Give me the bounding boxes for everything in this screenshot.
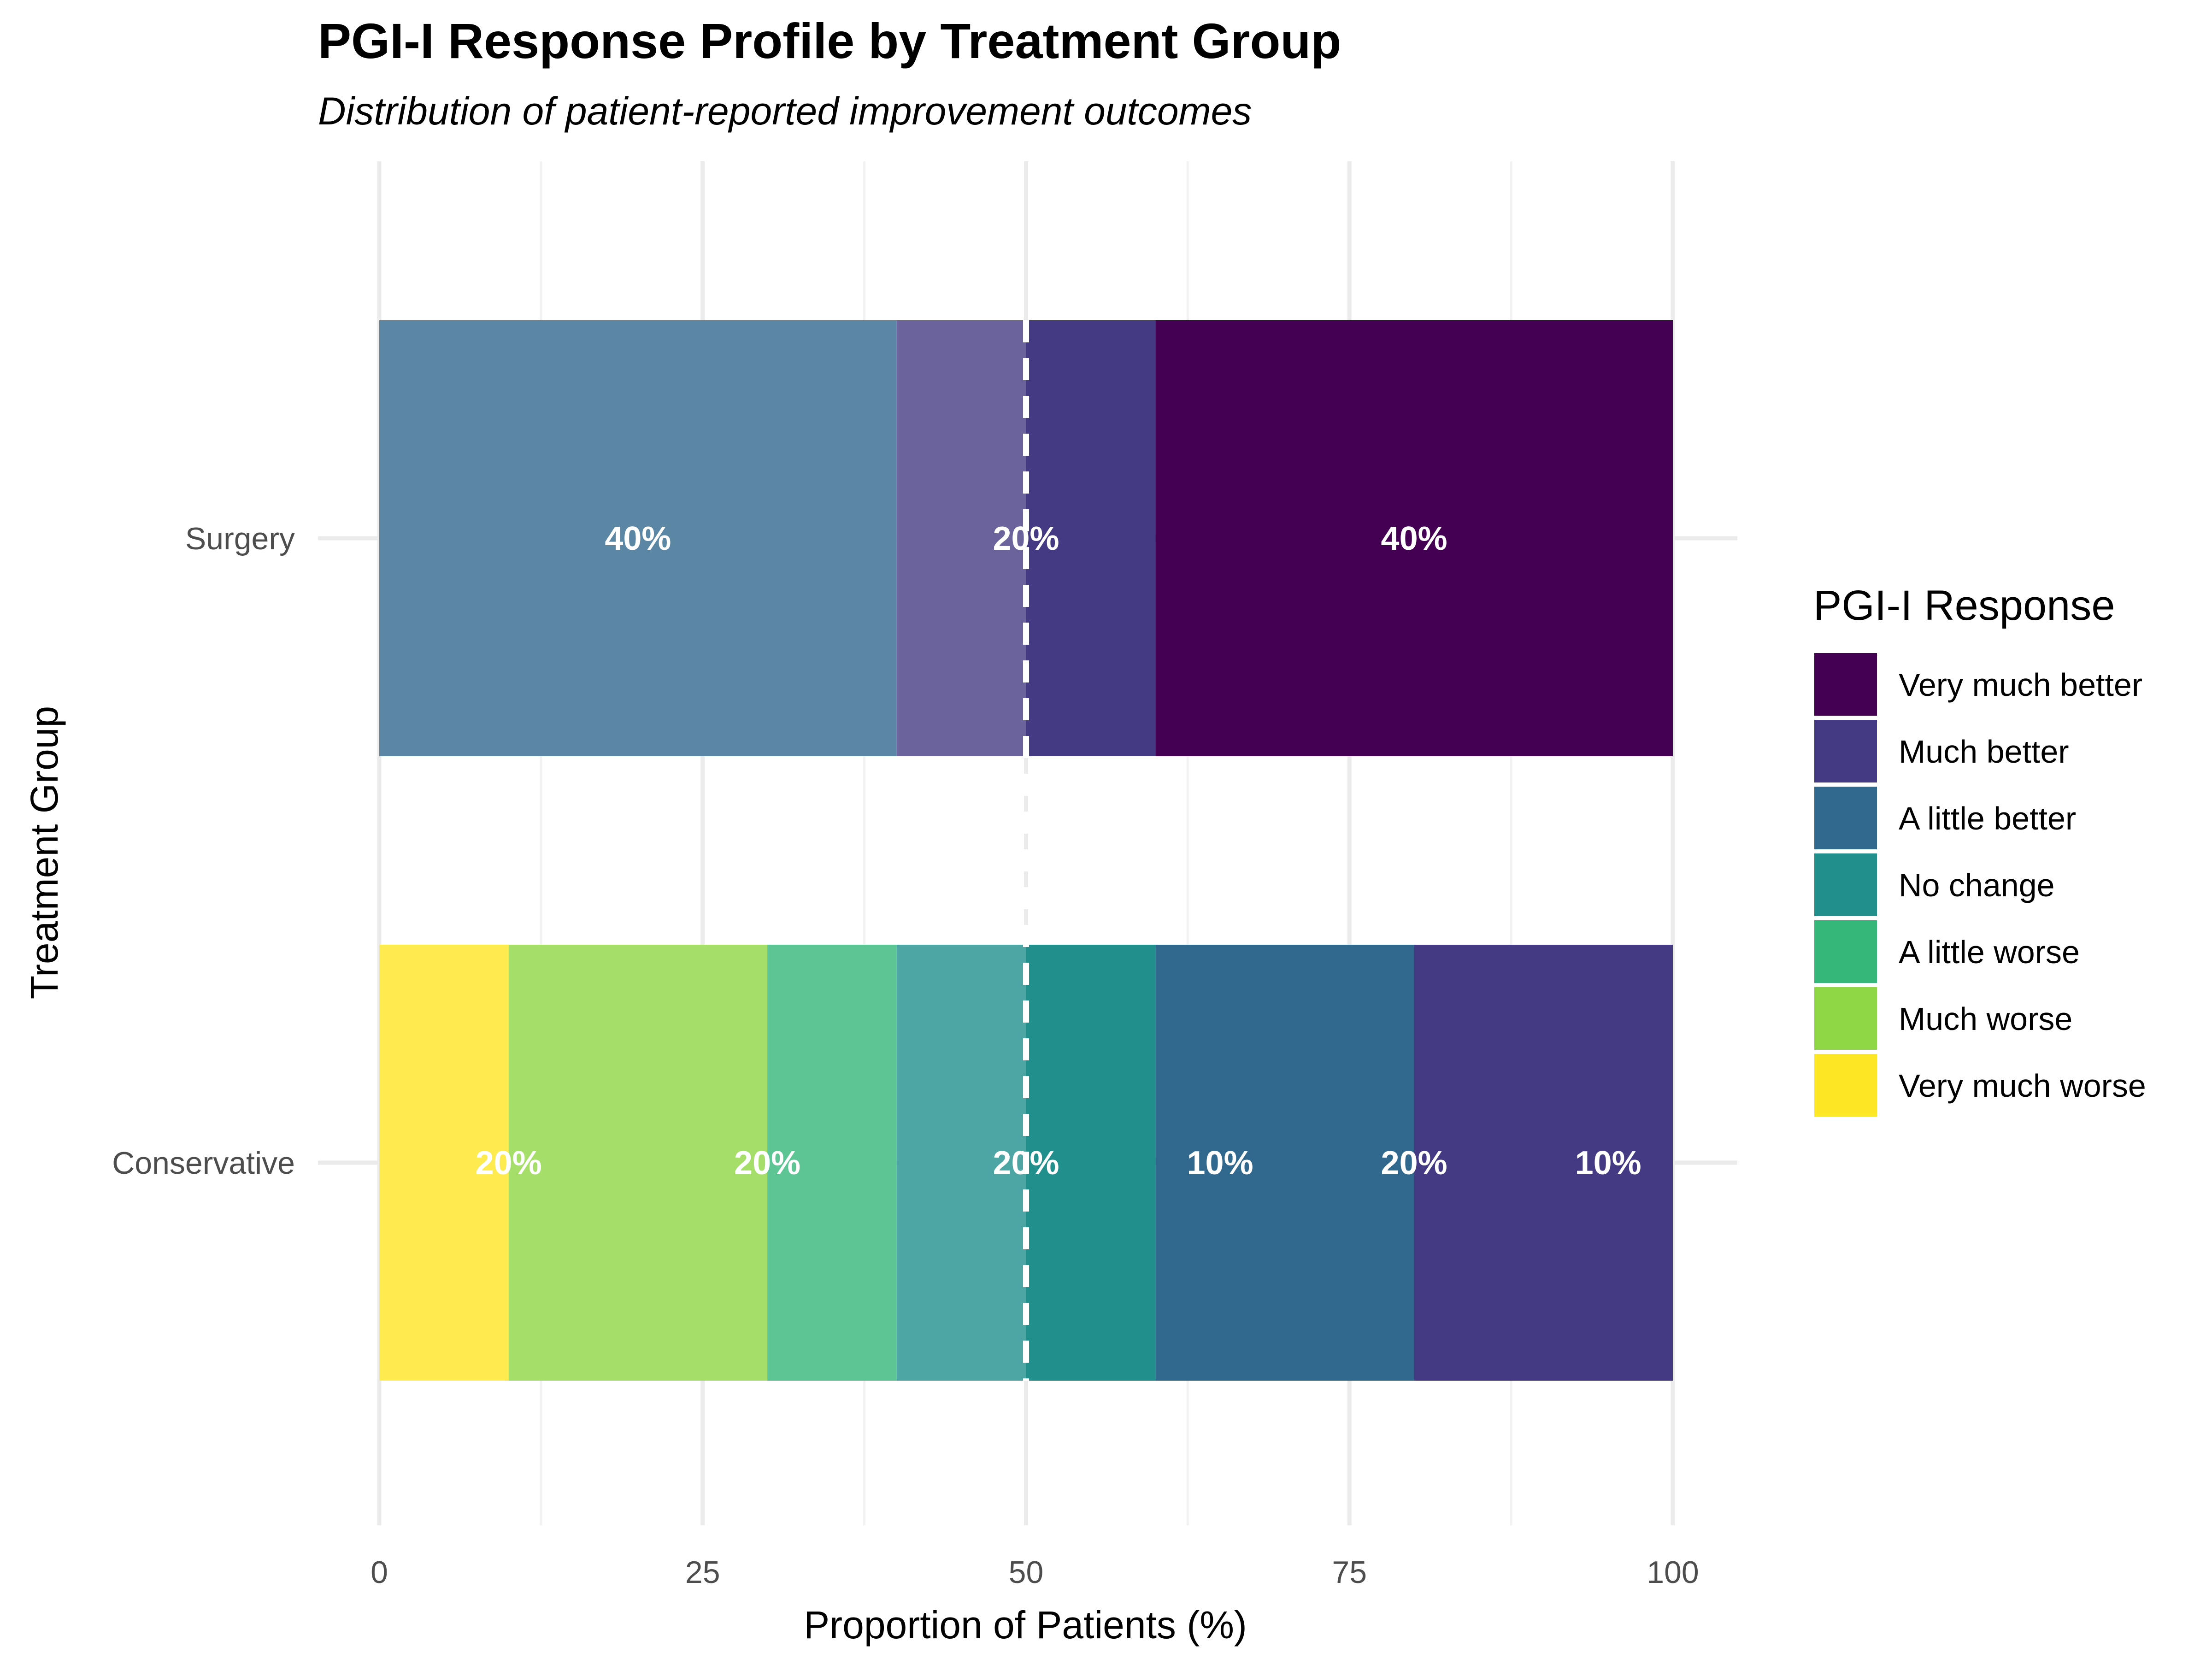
bar-label: 20% xyxy=(993,1145,1059,1182)
y-tick-label: Conservative xyxy=(112,1146,295,1181)
x-tick-label: 0 xyxy=(371,1555,388,1590)
bar-segment xyxy=(1155,320,1673,756)
bar-labels: 40% 20% 40% 20% 20% 20% 10% 20% 10% xyxy=(476,520,1641,1182)
legend-swatch xyxy=(1812,718,1879,784)
legend-swatch xyxy=(1812,852,1879,918)
y-tick-label: Surgery xyxy=(185,521,295,556)
y-axis-title: Treatment Group xyxy=(23,706,66,999)
legend: PGI-I Response Very much better Much bett… xyxy=(1812,582,2146,1118)
x-tick-label: 50 xyxy=(1009,1555,1044,1590)
x-tick-label: 25 xyxy=(685,1555,720,1590)
x-axis-title: Proportion of Patients (%) xyxy=(804,1603,1247,1647)
x-tick-label: 100 xyxy=(1647,1555,1699,1590)
legend-label: Much worse xyxy=(1899,1001,2072,1037)
legend-swatch xyxy=(1812,918,1879,985)
bar-label: 20% xyxy=(1381,1145,1447,1182)
bar-label: 40% xyxy=(605,520,671,557)
bar-segment xyxy=(379,945,509,1381)
bar-label: 40% xyxy=(1381,520,1447,557)
chart-subtitle: Distribution of patient-reported improve… xyxy=(318,89,1252,133)
y-axis-ticks: Surgery Conservative xyxy=(112,521,295,1181)
legend-title: PGI-I Response xyxy=(1813,582,2115,629)
bar-label: 10% xyxy=(1575,1145,1641,1182)
legend-swatch xyxy=(1812,785,1879,851)
legend-items: Very much better Much better A little bett… xyxy=(1812,651,2146,1118)
legend-swatch xyxy=(1812,985,1879,1052)
legend-label: Much better xyxy=(1899,734,2069,770)
bar-label: 20% xyxy=(993,520,1059,557)
bars xyxy=(379,320,1673,1381)
x-axis-ticks: 0 25 50 75 100 xyxy=(371,1555,1699,1590)
legend-swatch xyxy=(1812,651,1879,718)
bar-segment xyxy=(1155,945,1414,1381)
x-tick-label: 75 xyxy=(1332,1555,1367,1590)
legend-label: Very much better xyxy=(1899,667,2142,703)
bar-segment xyxy=(767,945,897,1381)
legend-label: A little better xyxy=(1899,800,2076,836)
bar-segment xyxy=(896,945,1026,1381)
legend-label: No change xyxy=(1899,867,2055,903)
bar-label: 10% xyxy=(1187,1145,1253,1182)
bar-segment xyxy=(379,320,897,756)
bar-segment xyxy=(1414,945,1673,1381)
legend-swatch xyxy=(1812,1052,1879,1118)
bar-segment xyxy=(896,320,1026,756)
bar-segment xyxy=(1026,320,1156,756)
bar-segment xyxy=(1026,945,1156,1381)
legend-label: A little worse xyxy=(1899,934,2080,970)
chart-title: PGI-I Response Profile by Treatment Grou… xyxy=(318,13,1341,69)
bar-label: 20% xyxy=(476,1145,542,1182)
bar-segment xyxy=(508,945,768,1381)
legend-label: Very much worse xyxy=(1899,1068,2146,1104)
bar-label: 20% xyxy=(734,1145,800,1182)
